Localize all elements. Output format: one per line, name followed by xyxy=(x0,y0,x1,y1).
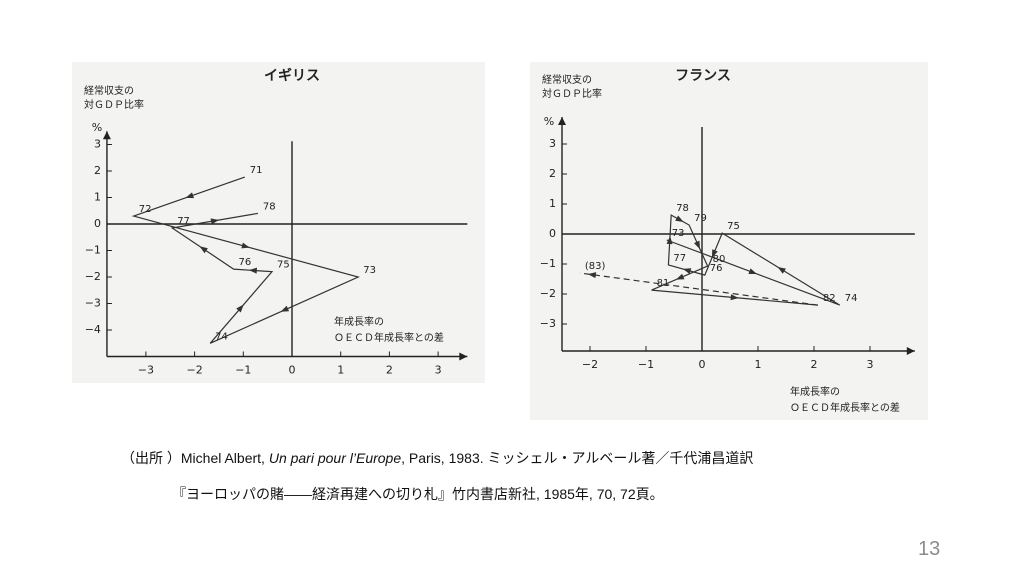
point-label: 77 xyxy=(673,253,686,264)
point-label: 80 xyxy=(713,254,726,265)
axis-arrow xyxy=(558,117,566,125)
axis-arrow xyxy=(102,131,111,140)
y-tick-label: 2 xyxy=(94,164,101,177)
book-title: Un pari pour l’Europe xyxy=(268,450,402,466)
x-tick-label: 2 xyxy=(386,364,393,377)
chart-title: フランス xyxy=(675,68,731,84)
y-tick-label: 0 xyxy=(549,227,556,240)
arrow-head xyxy=(199,246,208,254)
point-label: (83) xyxy=(585,261,606,272)
x-tick-label: −2 xyxy=(582,358,598,371)
point-label: 74 xyxy=(845,293,858,304)
y-tick-label: −3 xyxy=(85,297,101,310)
y-tick-label: −4 xyxy=(85,323,101,336)
point-label: 72 xyxy=(139,204,152,215)
y-axis-label: 経常収支の xyxy=(542,73,592,86)
x-tick-label: −3 xyxy=(138,364,154,377)
y-tick-label: −2 xyxy=(540,287,556,300)
y-unit: % xyxy=(92,121,102,134)
source-text: （出所 ）Michel Albert, xyxy=(121,450,269,466)
scan-background xyxy=(72,62,485,383)
point-label: 78 xyxy=(263,201,276,212)
point-label: 81 xyxy=(657,278,670,289)
arrow-head xyxy=(248,267,257,274)
point-label: 73 xyxy=(363,265,376,276)
arrow-head xyxy=(693,240,701,250)
y-axis-label: 経常収支の xyxy=(84,84,134,97)
x-tick-label: 3 xyxy=(435,364,442,377)
arrow-head xyxy=(748,268,757,274)
y-tick-label: 1 xyxy=(549,197,556,210)
y-tick-label: −2 xyxy=(85,270,101,283)
y-tick-label: −1 xyxy=(85,244,101,257)
x-tick-label: −1 xyxy=(638,358,654,371)
source-line: 『ヨーロッパの賭——経済再建への切り札』竹内書店新社, 1985年, 70, 7… xyxy=(172,486,664,502)
arrow-head xyxy=(210,218,219,225)
x-axis-label: 年成長率の xyxy=(790,385,840,398)
arrow-head xyxy=(682,268,692,274)
y-tick-label: 0 xyxy=(94,217,101,230)
point-label: 74 xyxy=(215,331,228,342)
arrow-head xyxy=(777,267,786,274)
x-tick-label: 3 xyxy=(867,358,874,371)
x-axis-label: 年成長率の xyxy=(334,315,384,328)
x-tick-label: 1 xyxy=(755,358,762,371)
scan-background xyxy=(530,62,928,420)
y-tick-label: 2 xyxy=(549,167,556,180)
x-tick-label: −2 xyxy=(186,364,202,377)
point-label: 82 xyxy=(823,293,836,304)
x-tick-label: 2 xyxy=(811,358,818,371)
chart-title: イギリス xyxy=(264,67,320,84)
axis-arrow xyxy=(906,347,915,355)
arrow-head xyxy=(236,304,244,313)
point-label: 79 xyxy=(694,213,707,224)
point-label: 71 xyxy=(250,165,263,176)
trajectory xyxy=(579,272,818,306)
y-axis-label: 対ＧＤＰ比率 xyxy=(84,98,144,111)
arrow-head xyxy=(675,215,684,222)
y-tick-label: −3 xyxy=(540,317,556,330)
source-text: , Paris, 1983. ミッシェル・アルベール著／千代浦昌道訳 xyxy=(401,450,754,466)
x-axis-label: ＯＥＣＤ年成長率との差 xyxy=(334,331,444,344)
y-tick-label: 3 xyxy=(94,138,101,151)
arrow-head xyxy=(280,305,290,312)
arrow-head xyxy=(666,236,673,245)
arrow-head xyxy=(241,242,250,249)
y-unit: % xyxy=(544,115,554,128)
page-number: 13 xyxy=(918,538,941,560)
y-tick-label: −1 xyxy=(540,257,556,270)
x-tick-label: −1 xyxy=(235,364,251,377)
y-tick-label: 1 xyxy=(94,191,101,204)
y-tick-label: 3 xyxy=(549,137,556,150)
arrow-head xyxy=(730,294,739,301)
x-tick-label: 1 xyxy=(337,364,344,377)
point-label: 78 xyxy=(676,203,689,214)
x-tick-label: 0 xyxy=(289,364,296,377)
arrow-head xyxy=(587,272,597,279)
point-label: 76 xyxy=(239,257,252,268)
x-tick-label: 0 xyxy=(699,358,706,371)
point-label: 73 xyxy=(672,228,685,239)
point-label: 77 xyxy=(177,216,190,227)
arrow-head xyxy=(185,192,195,199)
point-label: 75 xyxy=(277,260,290,271)
axis-arrow xyxy=(459,352,468,361)
y-axis-label: 対ＧＤＰ比率 xyxy=(542,87,602,100)
source-line: （出所 ）Michel Albert, Un pari pour l’Europ… xyxy=(121,448,753,468)
arrow-head xyxy=(675,273,685,280)
arrow-head xyxy=(711,249,718,258)
x-axis-label: ＯＥＣＤ年成長率との差 xyxy=(790,401,900,414)
point-label: 75 xyxy=(727,221,740,232)
point-label: 76 xyxy=(710,263,723,274)
